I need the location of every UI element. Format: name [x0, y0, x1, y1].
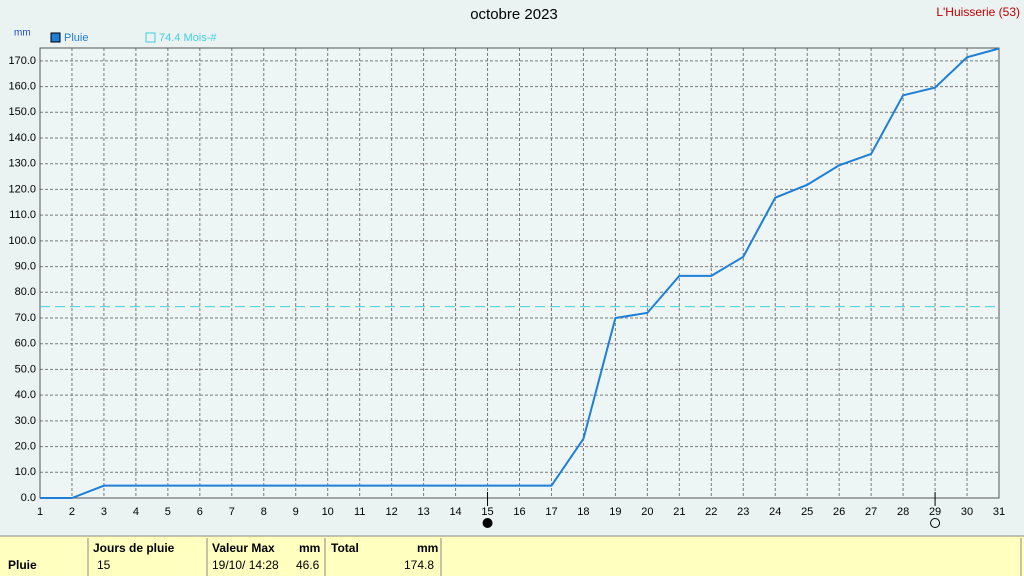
- y-tick-label: 140.0: [8, 132, 36, 144]
- table-lines: [0, 535, 1024, 576]
- data-line: [40, 47, 1000, 499]
- y-unit: mm: [14, 28, 31, 39]
- x-tick-label: 27: [865, 506, 877, 518]
- y-tick-label: 170.0: [8, 55, 36, 67]
- table-cell: 174.8: [404, 558, 434, 572]
- y-tick-label: 70.0: [15, 312, 36, 324]
- x-tick-label: 6: [197, 506, 203, 518]
- new-moon: [482, 518, 493, 528]
- x-tick-label: 22: [705, 506, 717, 518]
- legend-swatch: [145, 32, 156, 43]
- x-tick-label: 16: [513, 506, 525, 518]
- table-header: Valeur Max: [212, 541, 275, 555]
- y-tick-label: 100.0: [8, 235, 36, 247]
- y-tick-label: 40.0: [15, 389, 36, 401]
- y-tick-label: 80.0: [15, 286, 36, 298]
- table-background: [0, 536, 1024, 576]
- x-tick-label: 24: [769, 506, 781, 518]
- x-tick-label: 12: [386, 506, 398, 518]
- x-tick-label: 8: [261, 506, 267, 518]
- y-tick-label: 120.0: [8, 183, 36, 195]
- table-header: mm: [299, 541, 320, 555]
- y-tick-label: 0.0: [21, 492, 36, 504]
- x-tick-label: 26: [833, 506, 845, 518]
- table-header: mm: [417, 541, 438, 555]
- full-moon: [930, 518, 941, 528]
- x-tick-label: 29: [929, 506, 941, 518]
- y-tick-label: 90.0: [15, 260, 36, 272]
- x-tick-label: 4: [133, 506, 139, 518]
- legend-label: 74.4 Mois-#: [159, 32, 217, 44]
- table-cell: 46.6: [296, 558, 320, 572]
- x-tick-label: 17: [545, 506, 557, 518]
- x-tick-label: 18: [577, 506, 589, 518]
- table-cell: 19/10/ 14:28: [212, 558, 279, 572]
- x-tick-label: 15: [481, 506, 493, 518]
- station: L'Huisserie (53): [936, 5, 1020, 19]
- x-tick-label: 7: [229, 506, 235, 518]
- table-cell: 15: [97, 558, 111, 572]
- x-tick-label: 3: [101, 506, 107, 518]
- x-tick-label: 31: [993, 506, 1005, 518]
- x-tick-label: 5: [165, 506, 171, 518]
- table-header: Total: [331, 541, 359, 555]
- x-tick-label: 1: [37, 506, 43, 518]
- x-tick-label: 28: [897, 506, 909, 518]
- y-tick-label: 160.0: [8, 80, 36, 92]
- x-tick-label: 9: [293, 506, 299, 518]
- y-tick-label: 150.0: [8, 106, 36, 118]
- x-tick-label: 14: [449, 506, 461, 518]
- x-tick-label: 25: [801, 506, 813, 518]
- x-tick-label: 21: [673, 506, 685, 518]
- x-tick-label: 23: [737, 506, 749, 518]
- y-tick-label: 30.0: [15, 415, 36, 427]
- y-tick-label: 20.0: [15, 440, 36, 452]
- x-tick-label: 13: [417, 506, 429, 518]
- y-tick-label: 10.0: [15, 466, 36, 478]
- x-tick-label: 10: [322, 506, 334, 518]
- y-tick-label: 50.0: [15, 363, 36, 375]
- chart-title: octobre 2023: [470, 6, 558, 23]
- x-tick-label: 20: [641, 506, 653, 518]
- legend-label: Pluie: [64, 32, 88, 44]
- y-tick-label: 130.0: [8, 158, 36, 170]
- x-tick-label: 2: [69, 506, 75, 518]
- legend-swatch: [50, 32, 61, 43]
- table-header: Jours de pluie: [93, 541, 175, 555]
- x-tick-label: 19: [609, 506, 621, 518]
- x-tick-label: 30: [961, 506, 973, 518]
- plot-frame: [39, 47, 1000, 499]
- y-tick-label: 110.0: [9, 209, 36, 221]
- x-tick-label: 11: [354, 506, 365, 518]
- table-row-label: Pluie: [8, 558, 37, 572]
- y-tick-label: 60.0: [15, 338, 36, 350]
